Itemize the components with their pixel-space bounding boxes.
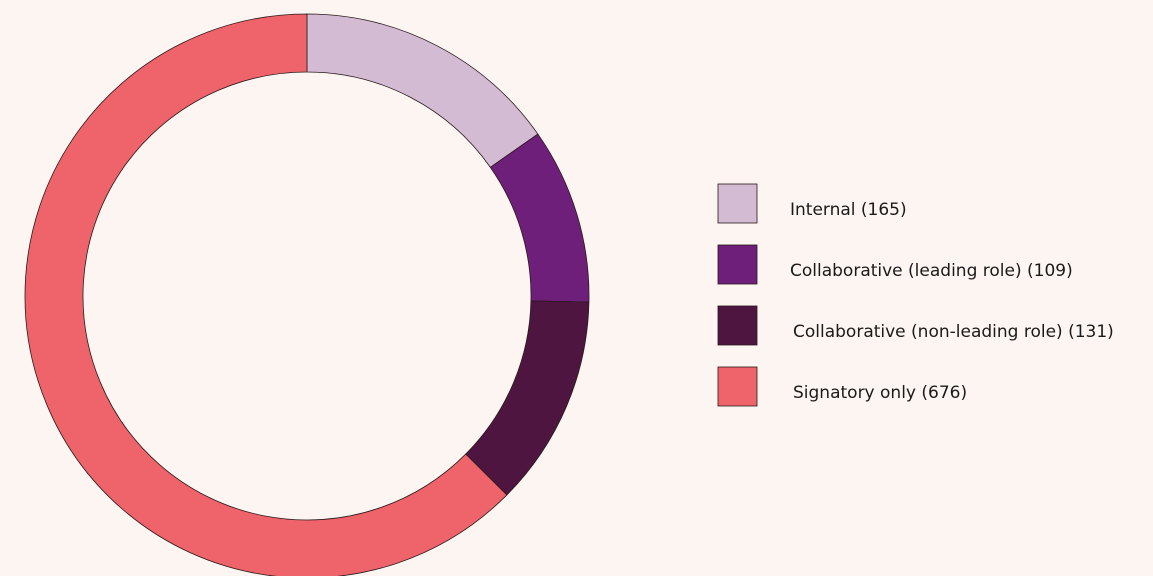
legend-label: Collaborative (non-leading role) (131) <box>793 322 1114 342</box>
legend-swatch <box>717 305 758 346</box>
legend-label: Signatory only (676) <box>793 383 967 403</box>
legend-swatch <box>717 366 758 407</box>
legend-swatch <box>717 244 758 285</box>
legend-label: Internal (165) <box>790 200 907 220</box>
donut-segment <box>24 13 508 576</box>
legend-label: Collaborative (leading role) (109) <box>790 261 1073 281</box>
legend-swatch <box>717 183 758 224</box>
